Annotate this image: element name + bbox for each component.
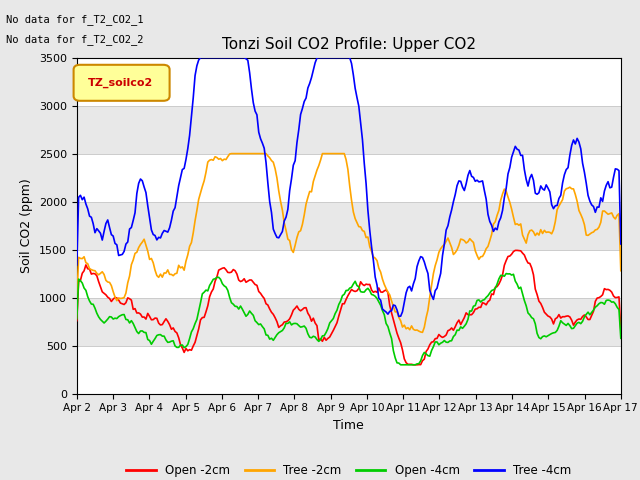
X-axis label: Time: Time [333,419,364,432]
Title: Tonzi Soil CO2 Profile: Upper CO2: Tonzi Soil CO2 Profile: Upper CO2 [222,37,476,52]
Text: TZ_soilco2: TZ_soilco2 [88,78,153,88]
Bar [77,298,621,346]
Bar [77,106,621,154]
Legend: Open -2cm, Tree -2cm, Open -4cm, Tree -4cm: Open -2cm, Tree -2cm, Open -4cm, Tree -4… [122,459,576,480]
Text: No data for f_T2_CO2_2: No data for f_T2_CO2_2 [6,34,144,45]
Text: No data for f_T2_CO2_1: No data for f_T2_CO2_1 [6,14,144,25]
Y-axis label: Soil CO2 (ppm): Soil CO2 (ppm) [20,178,33,273]
Bar [77,202,621,250]
